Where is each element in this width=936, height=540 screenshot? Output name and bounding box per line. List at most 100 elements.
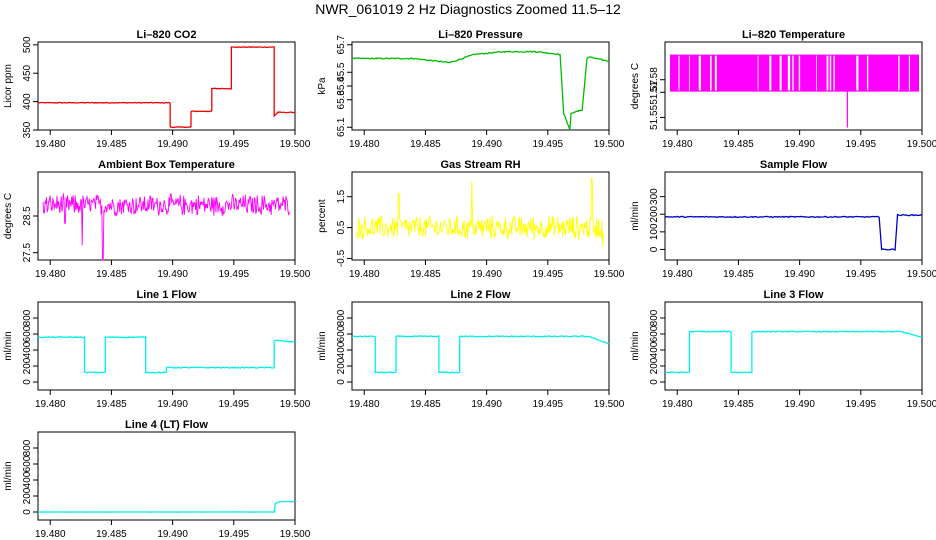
- x-tick-label: 19.500: [907, 139, 936, 150]
- series-gap: [792, 55, 794, 92]
- chart-panel: Ambient Box Temperature 19.480 19.485 19.49…: [3, 159, 311, 280]
- x-tick-label: 19.495: [219, 139, 250, 150]
- series-gap: [714, 55, 717, 92]
- plot-frame: [37, 171, 296, 261]
- chart-panel: Line 3 Flow 19.480 19.485 19.490 19.495 19.50…: [630, 289, 936, 410]
- plot-frame: [37, 41, 296, 131]
- x-tick-label: 19.495: [533, 399, 564, 410]
- x-tick-label: 19.485: [96, 269, 127, 280]
- y-axis-label: ml/min: [630, 201, 641, 230]
- x-tick-label: 19.485: [723, 269, 754, 280]
- series-gap: [787, 55, 791, 92]
- y-axis-label: Licor ppm: [3, 64, 14, 108]
- x-tick-label: 19.495: [533, 139, 564, 150]
- y-tick-label: 200: [22, 357, 33, 374]
- x-tick-label: 19.480: [349, 139, 380, 150]
- y-axis-label: percent: [317, 199, 328, 233]
- series-gap: [833, 55, 835, 92]
- x-tick-label: 19.480: [35, 139, 66, 150]
- y-tick-label: 350: [22, 121, 33, 138]
- x-tick-label: 19.500: [907, 399, 936, 410]
- series-gap: [710, 55, 712, 92]
- y-axis-label: ml/min: [3, 461, 14, 490]
- x-tick-label: 19.490: [157, 529, 188, 540]
- y-tick-label: 600: [22, 455, 33, 472]
- plot-frame: [37, 431, 296, 521]
- chart-title: Line 1 Flow: [137, 289, 197, 301]
- series-gap: [769, 55, 772, 92]
- x-tick-label: 19.495: [219, 529, 250, 540]
- series-gap: [866, 55, 869, 92]
- x-tick-label: 19.480: [349, 399, 380, 410]
- y-tick-label: 51.57: [649, 79, 660, 104]
- series-line: [37, 46, 296, 129]
- series-band: [670, 54, 919, 92]
- y-tick-label: 200: [649, 357, 660, 374]
- series-gap: [798, 55, 801, 92]
- series-gap: [826, 55, 829, 92]
- x-tick-label: 19.490: [471, 399, 502, 410]
- chart-panel: Line 1 Flow 19.480 19.485 19.490 19.495 19.50…: [3, 289, 311, 410]
- y-tick-label: -0.5: [336, 249, 347, 267]
- y-tick-label: 0: [649, 246, 660, 252]
- chart-panel: Li–820 Temperature 19.480 19.485 19.490 19.4…: [630, 29, 936, 150]
- y-tick-label: 65.3: [336, 90, 347, 110]
- chart-title: Sample Flow: [760, 159, 828, 171]
- x-tick-label: 19.485: [96, 139, 127, 150]
- chart-panel: Li–820 Pressure 19.480 19.485 19.490 19.495 1…: [317, 29, 625, 150]
- series-gap: [698, 55, 701, 92]
- series-line: [42, 193, 290, 261]
- x-tick-label: 19.495: [846, 139, 877, 150]
- y-tick-label: 300: [649, 188, 660, 205]
- plot-frame: [664, 171, 923, 261]
- y-tick-label: 1.5: [336, 189, 347, 203]
- y-tick-label: 0: [22, 379, 33, 385]
- x-tick-label: 19.500: [280, 399, 311, 410]
- series-line: [37, 335, 296, 374]
- plot-frame: [351, 171, 610, 261]
- x-tick-label: 19.485: [410, 139, 441, 150]
- x-tick-label: 19.500: [594, 269, 625, 280]
- y-tick-label: 0: [649, 379, 660, 385]
- series-gap: [898, 55, 900, 92]
- y-tick-label: 450: [22, 64, 33, 81]
- y-tick-label: 65.7: [336, 35, 347, 55]
- x-tick-label: 19.480: [35, 269, 66, 280]
- x-tick-label: 19.485: [723, 139, 754, 150]
- chart-panel: Sample Flow 19.480 19.485 19.490 19.495 19.50…: [630, 159, 936, 280]
- plot-frame: [37, 301, 296, 391]
- y-axis-label: degrees C: [3, 193, 14, 239]
- series-gap: [829, 55, 832, 92]
- series-gap: [678, 55, 680, 92]
- chart-title: Gas Stream RH: [440, 159, 520, 171]
- series-gap: [856, 55, 859, 92]
- chart-title: Line 4 (LT) Flow: [125, 419, 208, 431]
- y-tick-label: 400: [649, 341, 660, 358]
- x-tick-label: 19.490: [784, 139, 815, 150]
- y-tick-label: 500: [22, 36, 33, 53]
- x-tick-label: 19.495: [846, 399, 877, 410]
- series-gap: [908, 55, 910, 92]
- series-line: [356, 177, 604, 247]
- x-tick-label: 19.495: [846, 269, 877, 280]
- x-tick-label: 19.500: [594, 399, 625, 410]
- y-tick-label: 600: [649, 325, 660, 342]
- y-tick-label: 100: [649, 223, 660, 240]
- x-tick-label: 19.500: [280, 269, 311, 280]
- x-tick-label: 19.490: [157, 139, 188, 150]
- plot-frame: [664, 41, 923, 131]
- y-tick-label: 28.5: [22, 206, 33, 226]
- chart-title: Ambient Box Temperature: [98, 159, 235, 171]
- x-tick-label: 19.485: [410, 399, 441, 410]
- series-line: [664, 330, 923, 374]
- y-tick-label: 600: [22, 325, 33, 342]
- y-tick-label: 200: [22, 487, 33, 504]
- y-axis-label: ml/min: [317, 331, 328, 360]
- chart-panel: Gas Stream RH 19.480 19.485 19.490 19.495 19.…: [317, 159, 625, 280]
- series-line: [351, 50, 610, 131]
- y-tick-label: 51.55: [649, 104, 660, 129]
- x-tick-label: 19.495: [219, 399, 250, 410]
- x-tick-label: 19.495: [533, 269, 564, 280]
- y-tick-label: 400: [22, 341, 33, 358]
